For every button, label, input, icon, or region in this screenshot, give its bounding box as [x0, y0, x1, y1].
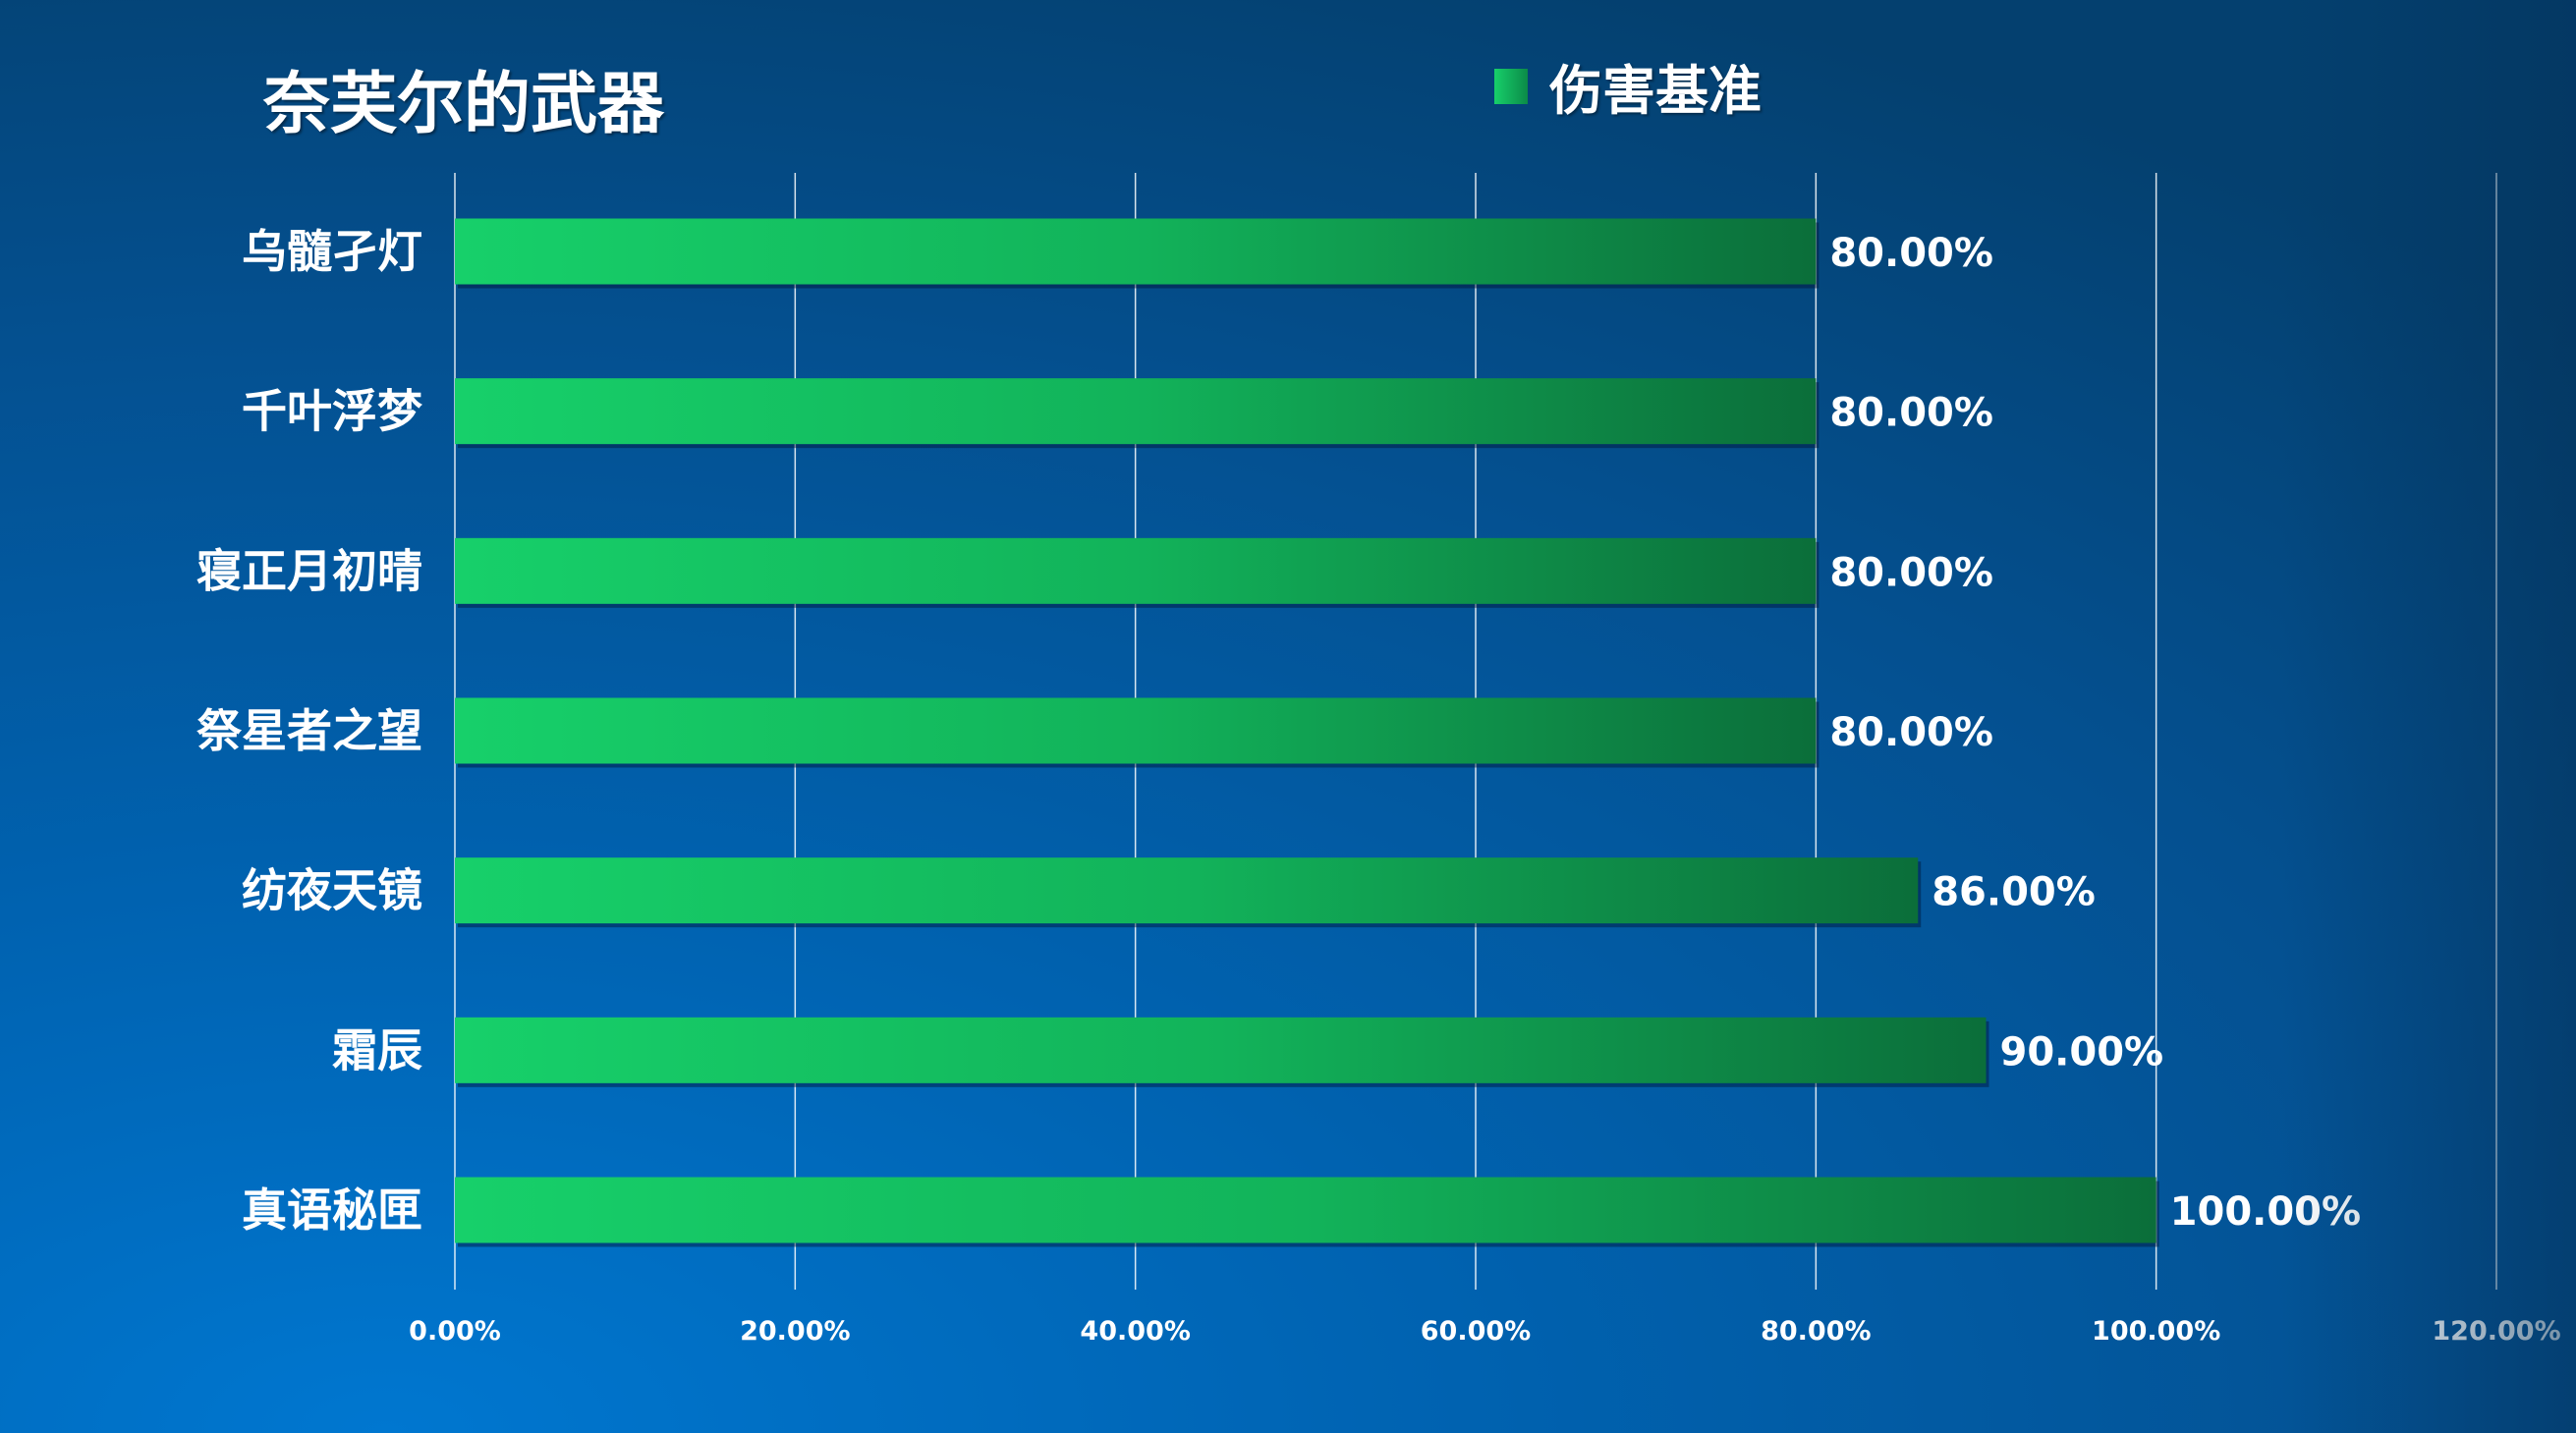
x-tick-label: 80.00%: [1761, 1316, 1871, 1347]
x-tick-label: 60.00%: [1421, 1316, 1531, 1347]
data-label: 80.00%: [1829, 550, 1993, 595]
category-label: 霜辰: [332, 1023, 422, 1076]
data-label: 80.00%: [1829, 231, 1993, 276]
x-tick-label: 20.00%: [740, 1316, 850, 1347]
bar: [455, 857, 1919, 924]
x-tick-label: 120.00%: [2432, 1316, 2560, 1347]
category-label: 乌髓孑灯: [242, 225, 422, 278]
bar: [455, 697, 1817, 764]
bar: [455, 537, 1817, 604]
data-label: 100.00%: [2170, 1189, 2361, 1235]
bar: [455, 218, 1817, 285]
category-label: 祭星者之望: [196, 704, 422, 757]
x-tick-label: 100.00%: [2092, 1316, 2220, 1347]
category-label: 纺夜天镜: [242, 864, 422, 917]
chart-title: 奈芙尔的武器: [263, 66, 665, 143]
legend: 伤害基准: [1494, 47, 1762, 125]
data-label: 90.00%: [2000, 1029, 2164, 1075]
x-tick-label: 40.00%: [1080, 1316, 1190, 1347]
bar: [455, 378, 1817, 445]
legend-label: 伤害基准: [1549, 60, 1762, 122]
data-label: 80.00%: [1829, 391, 1993, 436]
x-tick-label: 0.00%: [409, 1316, 501, 1347]
data-label: 80.00%: [1829, 710, 1993, 755]
category-label: 真语秘匣: [242, 1184, 422, 1237]
category-label: 寝正月初晴: [196, 544, 422, 597]
data-label: 86.00%: [1932, 870, 2096, 915]
category-label: 千叶浮梦: [242, 385, 422, 438]
bar: [455, 1017, 1987, 1083]
legend-swatch: [1494, 68, 1528, 104]
bar: [455, 1177, 2156, 1243]
